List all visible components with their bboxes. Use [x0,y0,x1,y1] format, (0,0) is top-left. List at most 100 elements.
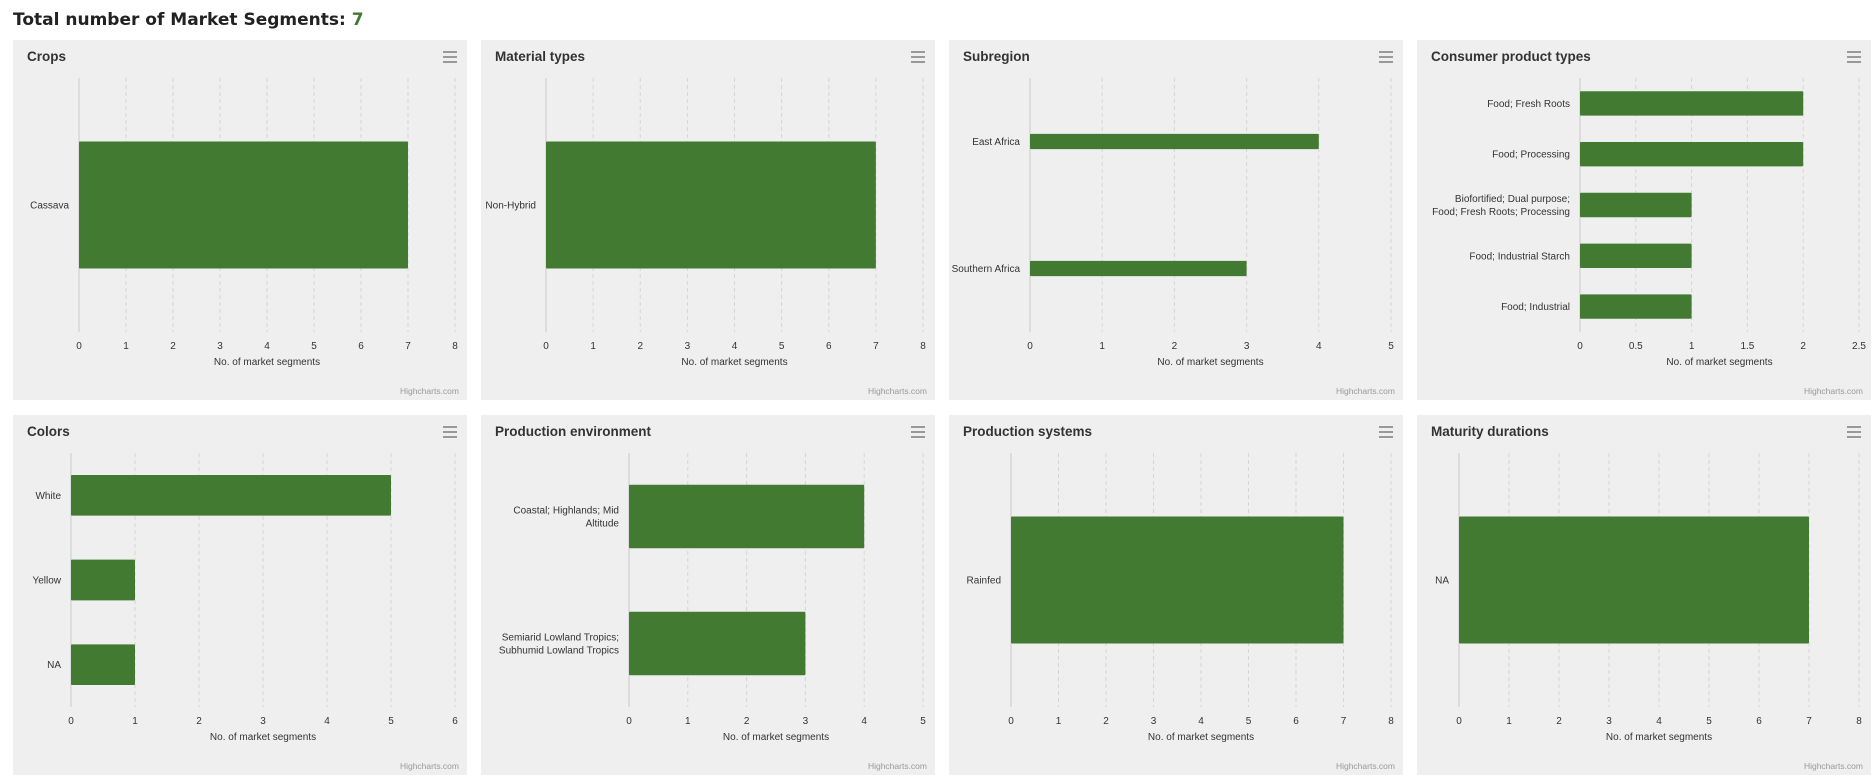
chart-card-subregion: Subregion 0 1 2 3 4 5 East Africa Southern Afri… [949,40,1403,400]
bar[interactable] [1030,260,1247,277]
credits-link[interactable]: Highcharts.com [867,761,927,771]
x-tick-label: 3 [1151,716,1157,727]
hamburger-menu-icon[interactable] [443,426,457,438]
bar-chart-consumer-product-types: 0 0.5 1 1.5 2 2.5 Food; Fresh Roots Food; Proce… [1432,78,1866,368]
x-axis-title: No. of market segments [1157,357,1263,368]
credits-link[interactable]: Highcharts.com [1335,761,1395,771]
bar[interactable] [71,559,135,601]
chart-card-maturity-durations: Maturity durations 0 1 2 3 4 5 6 7 8 NA No. of mar… [1417,415,1871,775]
hamburger-menu-icon[interactable] [911,51,925,63]
x-axis-title: No. of market segments [1606,732,1712,743]
x-tick-label: 0 [1027,341,1033,352]
chart-title: Subregion [963,49,1030,64]
credits-link[interactable]: Highcharts.com [1335,386,1395,396]
x-axis-title: No. of market segments [210,732,316,743]
y-category-label: Biofortified; Dual purpose; [1455,194,1570,205]
x-tick-label: 6 [1293,716,1299,727]
hamburger-menu-icon[interactable] [1847,426,1861,438]
x-tick-label: 0 [1577,341,1583,352]
credits-link[interactable]: Highcharts.com [399,761,459,771]
bar[interactable] [1580,294,1692,319]
y-category-label: Food; Fresh Roots [1487,99,1570,110]
x-tick-label: 1 [1689,341,1695,352]
bar[interactable] [79,141,408,269]
bar[interactable] [629,611,806,676]
x-tick-label: 6 [826,341,832,352]
x-tick-label: 2 [1103,716,1109,727]
x-tick-label: 2 [637,341,643,352]
y-category-label: Food; Industrial Starch [1469,251,1570,262]
hamburger-menu-icon[interactable] [443,51,457,63]
hamburger-menu-icon[interactable] [1847,51,1861,63]
y-category-label: White [35,491,61,502]
bar[interactable] [1580,142,1804,167]
x-tick-label: 7 [873,341,879,352]
x-tick-label: 0 [76,341,82,352]
x-tick-label: 5 [1706,716,1712,727]
chart-card-production-environment: Production environment 0 1 2 3 4 5 Coastal; Hi… [481,415,935,775]
x-tick-label: 5 [779,341,785,352]
segments-total-label: Total number of Market Segments: [13,10,346,30]
y-category-label: Southern Africa [952,264,1021,275]
x-tick-label: 8 [1856,716,1862,727]
x-tick-label: 3 [803,716,809,727]
x-tick-label: 6 [452,716,458,727]
bar[interactable] [1030,133,1319,150]
credits-link[interactable]: Highcharts.com [399,386,459,396]
x-tick-label: 1 [590,341,596,352]
x-tick-label: 4 [861,716,867,727]
bar[interactable] [1580,91,1804,116]
y-category-label: Subhumid Lowland Tropics [499,646,619,657]
x-tick-label: 7 [1341,716,1347,727]
x-tick-label: 2 [744,716,750,727]
bar[interactable] [629,484,865,549]
x-tick-label: 1 [1506,716,1512,727]
y-category-label: Food; Fresh Roots; Processing [1432,207,1570,218]
x-tick-label: 3 [1244,341,1250,352]
chart-card-production-systems: Production systems 0 1 2 3 4 5 6 7 8 Rainfed No. o… [949,415,1403,775]
chart-title: Production systems [963,424,1093,439]
x-tick-label: 3 [685,341,691,352]
hamburger-menu-icon[interactable] [1379,51,1393,63]
y-category-label: East Africa [972,137,1020,148]
credits-link[interactable]: Highcharts.com [1803,386,1863,396]
x-tick-label: 0 [626,716,632,727]
credits-link[interactable]: Highcharts.com [1803,761,1863,771]
y-category-label: NA [1435,576,1449,587]
bar[interactable] [546,141,876,269]
x-tick-label: 4 [1198,716,1204,727]
x-tick-label: 2 [1172,341,1178,352]
bar[interactable] [1011,516,1344,644]
bar-chart-material-types: 0 1 2 3 4 5 6 7 8 Non-Hybrid No. of market segment… [485,78,926,368]
x-tick-label: 1.5 [1740,341,1754,352]
bar[interactable] [1580,243,1692,268]
bar[interactable] [71,644,135,685]
y-category-label: Food; Processing [1492,150,1570,161]
y-category-label: Coastal; Highlands; Mid [513,506,619,517]
x-tick-label: 5 [311,341,317,352]
hamburger-menu-icon[interactable] [911,426,925,438]
x-tick-label: 2.5 [1852,341,1866,352]
y-category-label: Cassava [30,201,69,212]
chart-card-crops: Crops 0 1 2 3 4 5 6 7 8 Cassava No. of market segm… [13,40,467,400]
hamburger-menu-icon[interactable] [1379,426,1393,438]
x-tick-label: 1 [1056,716,1062,727]
credits-link[interactable]: Highcharts.com [867,386,927,396]
x-tick-label: 5 [920,716,926,727]
x-tick-label: 4 [732,341,738,352]
y-category-label: Food; Industrial [1501,302,1570,313]
x-tick-label: 5 [388,716,394,727]
bar[interactable] [1580,192,1692,218]
bar[interactable] [71,475,391,516]
bar[interactable] [1459,516,1809,644]
chart-card-consumer-product-types: Consumer product types 0 0.5 1 1.5 2 2.5 Food;… [1417,40,1871,400]
chart-card-colors: Colors 0 1 2 3 4 5 6 White Yellow NA No. of market… [13,415,467,775]
x-tick-label: 3 [260,716,266,727]
x-tick-label: 2 [170,341,176,352]
x-tick-label: 2 [196,716,202,727]
x-tick-label: 8 [452,341,458,352]
y-category-label: Yellow [32,576,61,587]
x-tick-label: 7 [405,341,411,352]
chart-title: Production environment [495,424,652,439]
x-tick-label: 3 [1606,716,1612,727]
